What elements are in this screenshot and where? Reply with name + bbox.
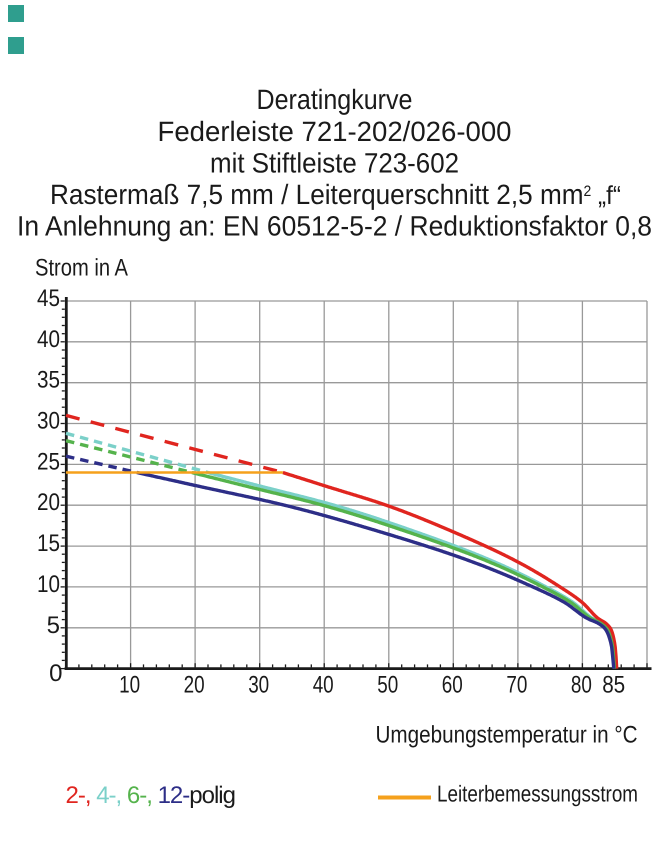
svg-text:10: 10: [119, 672, 140, 699]
svg-text:5: 5: [47, 612, 60, 639]
svg-text:85: 85: [602, 672, 625, 699]
svg-text:mit Stiftleiste 723-602: mit Stiftleiste 723-602: [210, 147, 459, 178]
svg-text:45: 45: [37, 285, 60, 312]
svg-text:2-, 4-, 6-, 12-polig: 2-, 4-, 6-, 12-polig: [66, 782, 235, 809]
svg-text:Federleiste 721-202/026-000: Federleiste 721-202/026-000: [158, 116, 512, 147]
svg-text:30: 30: [248, 672, 269, 699]
svg-text:70: 70: [506, 672, 527, 699]
svg-text:25: 25: [37, 448, 60, 475]
svg-text:10: 10: [37, 571, 60, 598]
svg-text:Leiterbemessungsstrom: Leiterbemessungsstrom: [437, 781, 638, 807]
svg-text:60: 60: [442, 672, 463, 699]
svg-text:35: 35: [37, 367, 60, 394]
svg-text:80: 80: [571, 672, 592, 699]
svg-text:In Anlehnung an: EN 60512-5-2: In Anlehnung an: EN 60512-5-2 / Reduktio…: [17, 211, 652, 242]
svg-text:20: 20: [184, 672, 205, 699]
svg-text:Rastermaß 7,5 mm / Leiterquers: Rastermaß 7,5 mm / Leiterquerschnitt 2,5…: [50, 179, 621, 210]
svg-text:15: 15: [37, 530, 60, 557]
svg-text:Deratingkurve: Deratingkurve: [257, 84, 413, 115]
svg-text:Strom in A: Strom in A: [35, 255, 128, 282]
svg-text:0: 0: [49, 660, 62, 687]
svg-text:40: 40: [313, 672, 334, 699]
svg-text:50: 50: [377, 672, 398, 699]
svg-text:40: 40: [37, 326, 60, 353]
svg-text:30: 30: [37, 408, 60, 435]
svg-text:20: 20: [37, 489, 60, 516]
svg-text:Umgebungstemperatur in °C: Umgebungstemperatur in °C: [376, 721, 638, 748]
